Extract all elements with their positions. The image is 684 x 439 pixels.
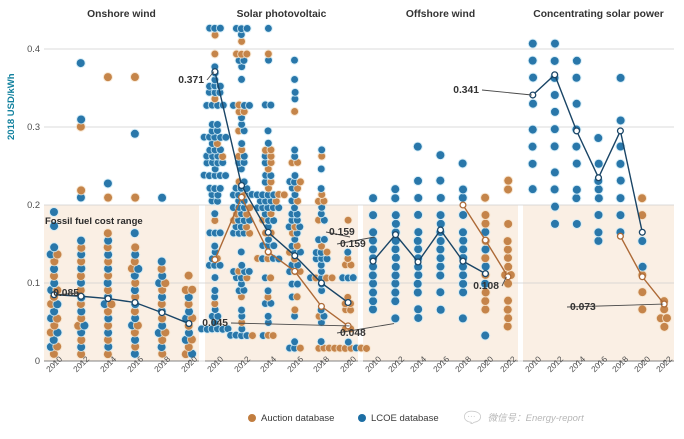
svg-text:0.371: 0.371: [178, 75, 204, 86]
svg-text:0.2: 0.2: [27, 200, 40, 210]
svg-text:0.085: 0.085: [53, 288, 79, 299]
svg-text:0.4: 0.4: [27, 44, 40, 54]
svg-text:0.159: 0.159: [329, 227, 355, 238]
svg-text:0.108: 0.108: [473, 281, 499, 292]
svg-text:0: 0: [35, 356, 40, 366]
svg-text:0.3: 0.3: [27, 122, 40, 132]
svg-text:0.073: 0.073: [570, 302, 596, 313]
svg-text:0.1: 0.1: [27, 278, 40, 288]
svg-text:0.159: 0.159: [340, 239, 366, 250]
svg-text:0.048: 0.048: [340, 328, 366, 339]
svg-text:0.341: 0.341: [453, 85, 479, 96]
svg-text:0.045: 0.045: [202, 318, 228, 329]
